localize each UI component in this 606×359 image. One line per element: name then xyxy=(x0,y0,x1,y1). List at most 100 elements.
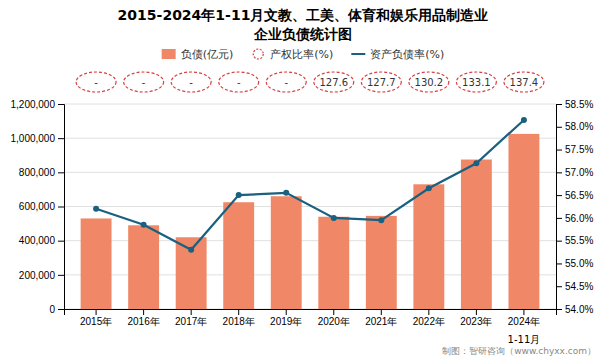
y2-tick: 56.5% xyxy=(556,190,593,201)
bar xyxy=(81,218,112,309)
bar xyxy=(128,225,159,309)
y2-tick: 54.5% xyxy=(556,281,593,292)
y2-tick-mark xyxy=(556,241,562,242)
y-tick: 1,000,000 xyxy=(11,133,65,144)
y-tick-mark xyxy=(58,207,64,208)
x-tick: 2017年 xyxy=(175,309,207,327)
data-label: 127.7 xyxy=(367,77,396,88)
y2-tick-mark xyxy=(556,309,562,310)
x-tick-label: 2017年 xyxy=(175,316,207,327)
bar xyxy=(271,196,302,309)
title: 2015-2024年1-11月文教、工美、体育和娱乐用品制造业 xyxy=(118,7,489,23)
x-tick-label: 2024年 xyxy=(508,316,540,327)
y2-tick-mark xyxy=(556,172,562,173)
bar xyxy=(461,160,492,309)
point xyxy=(521,117,527,123)
y-tick-mark xyxy=(58,309,64,310)
x-tick-label: 2016年 xyxy=(127,316,159,327)
x-tick-label: 2022年 xyxy=(413,316,445,327)
y-tick-mark xyxy=(58,138,64,139)
x-tick: 2016年 xyxy=(127,309,159,327)
y2-tick-mark xyxy=(556,218,562,219)
y2-tick-mark xyxy=(556,127,562,128)
legend-label: 负债(亿元) xyxy=(181,48,234,61)
y2-axis-line xyxy=(557,105,563,310)
bar xyxy=(176,237,207,309)
bar xyxy=(223,202,254,309)
y2-tick-mark xyxy=(556,150,562,151)
bar xyxy=(318,217,349,309)
y-tick-label: 600,000 xyxy=(19,201,56,212)
x-tick-mark xyxy=(96,309,97,315)
x-tick: 2018年 xyxy=(223,309,255,327)
y2-tick-label: 57.5% xyxy=(565,144,593,155)
footer: 制图：智研咨询（www.chyxx.com） xyxy=(442,346,596,356)
x-tick: 2021年 xyxy=(365,309,397,327)
y-tick-mark xyxy=(58,241,64,242)
x-tick-mark xyxy=(333,309,334,315)
label-row: -----127.6127.7130.2133.1137.4 xyxy=(76,72,544,92)
label-frame xyxy=(314,72,354,92)
point xyxy=(426,185,432,191)
x-tick-mark xyxy=(238,309,239,315)
y-tick-label: 1,200,000 xyxy=(11,99,56,110)
x-tick-mark xyxy=(143,309,144,315)
y-tick: 200,000 xyxy=(19,270,64,281)
x-tick-label: 2018年 xyxy=(223,316,255,327)
data-label: 127.6 xyxy=(319,77,348,88)
legend-swatch xyxy=(351,53,365,55)
label-frame xyxy=(409,72,449,92)
x-tick-mark xyxy=(476,309,477,315)
y2-tick: 57.0% xyxy=(556,167,593,178)
y2-tick: 56.0% xyxy=(556,213,593,224)
data-label: - xyxy=(237,77,241,88)
x-tick-mark xyxy=(381,309,382,315)
y-axis-line xyxy=(58,105,65,310)
legend-label: 产权比率(%) xyxy=(270,48,333,61)
y-tick: 0 xyxy=(49,304,64,315)
legend-item: 负债(亿元) xyxy=(162,48,234,61)
y2-tick-label: 57.0% xyxy=(565,167,593,178)
y2-tick-label: 55.5% xyxy=(565,235,593,246)
x-tick: 2024年 xyxy=(508,309,540,327)
line xyxy=(96,120,524,250)
y-tick-label: 1,000,000 xyxy=(11,133,56,144)
x-tick-mark xyxy=(523,309,524,315)
label-frame xyxy=(456,72,496,92)
y2-tick-label: 54.0% xyxy=(565,304,593,315)
y2-tick: 55.5% xyxy=(556,235,593,246)
point xyxy=(236,192,242,198)
label-frame xyxy=(219,72,259,92)
y2-tick: 54.0% xyxy=(556,304,593,315)
plot: -----127.6127.7130.2133.1137.42015年2016年… xyxy=(11,72,594,345)
y2-tick-label: 55.0% xyxy=(565,258,593,269)
label-frame xyxy=(76,72,116,92)
y2-tick: 58.5% xyxy=(556,99,593,110)
x-tick-label: 2020年 xyxy=(318,316,350,327)
x-tick: 2020年 xyxy=(318,309,350,327)
y-tick-label: 800,000 xyxy=(19,167,56,178)
marks xyxy=(81,117,540,309)
data-label: - xyxy=(94,77,98,88)
x-tick-mark xyxy=(286,309,287,315)
label-frame xyxy=(171,72,211,92)
y2-tick-label: 56.5% xyxy=(565,190,593,201)
data-label: - xyxy=(189,77,193,88)
y-tick: 800,000 xyxy=(19,167,64,178)
label-frame xyxy=(361,72,401,92)
data-label: 133.1 xyxy=(462,77,491,88)
x-tick: 2015年 xyxy=(80,309,112,327)
y2-tick: 55.0% xyxy=(556,258,593,269)
x-tick-label: 2021年 xyxy=(365,316,397,327)
y2-tick-label: 54.5% xyxy=(565,281,593,292)
legend: 负债(亿元)产权比率(%)资产负债率(%) xyxy=(162,48,445,61)
y-tick: 400,000 xyxy=(19,235,64,246)
bar xyxy=(508,134,539,309)
y2-axis: 54.0% 54.5% 55.0% 55.5% 56.0% 56.5% 57.0% 57.5%… xyxy=(556,99,593,315)
y-tick-label: 200,000 xyxy=(19,270,56,281)
y2-tick-mark xyxy=(556,263,562,264)
y-tick-label: 400,000 xyxy=(19,235,56,246)
point xyxy=(331,215,337,221)
x-tick-label: 2019年 xyxy=(270,316,302,327)
y2-tick-mark xyxy=(556,104,562,105)
